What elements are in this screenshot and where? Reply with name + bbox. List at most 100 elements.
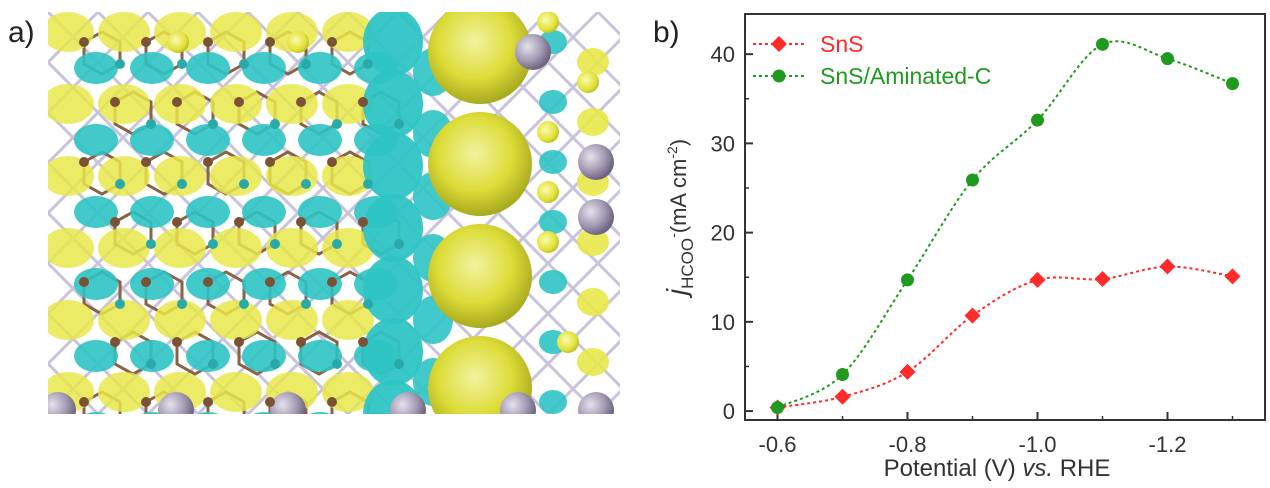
charge-lobe-yellow — [98, 12, 150, 52]
charge-lobe-cyan — [363, 12, 423, 76]
sulfur-atom — [557, 331, 579, 353]
carbon-atom — [234, 97, 244, 107]
tin-atom — [578, 144, 614, 180]
carbon-atom — [265, 397, 275, 407]
panel-b-label: b) — [653, 16, 680, 49]
carbon-atom — [327, 397, 337, 407]
nitrogen-atom — [146, 359, 156, 369]
carbon-atom — [172, 217, 182, 227]
charge-lobe-yellow — [48, 84, 94, 124]
panel-a-label: a) — [8, 16, 35, 49]
nitrogen-atom — [363, 299, 373, 309]
carbon-atom — [79, 37, 89, 47]
legend-item: SnS — [753, 31, 863, 57]
lattice-line — [48, 210, 250, 414]
nitrogen-atom — [301, 299, 311, 309]
carbon-atom — [203, 157, 213, 167]
x-tick-label: -0.8 — [889, 432, 927, 457]
tin-atom — [48, 392, 76, 414]
carbon-atom — [296, 97, 306, 107]
nitrogen-atom — [332, 239, 342, 249]
carbon-atom — [110, 337, 120, 347]
charge-lobe-cyan — [242, 52, 286, 84]
charge-lobe-cyan — [298, 196, 342, 228]
charge-lobe-cyan — [363, 194, 423, 262]
charge-lobe-yellow — [266, 300, 318, 340]
charge-lobe-cyan — [365, 412, 387, 414]
carbon-atom — [203, 37, 213, 47]
carbon-atom — [79, 397, 89, 407]
nitrogen-atom — [177, 299, 187, 309]
charge-lobe-cyan — [197, 412, 219, 414]
charge-lobe-cyan — [539, 390, 567, 414]
charge-lobe-cyan — [253, 412, 275, 414]
charge-lobe-cyan — [74, 196, 118, 228]
charge-lobe-yellow — [322, 84, 374, 124]
charge-lobe-cyan — [363, 318, 423, 386]
charge-lobe-cyan — [130, 340, 174, 372]
nitrogen-atom — [301, 179, 311, 189]
charge-lobe-cyan — [242, 268, 286, 300]
charge-lobe-cyan — [74, 52, 118, 84]
data-point — [834, 388, 851, 405]
sulfur-atom — [577, 71, 599, 93]
charge-lobe-yellow — [322, 228, 374, 268]
charge-lobe-yellow — [154, 228, 206, 268]
nitrogen-atom — [301, 419, 311, 429]
carbon-atom — [110, 97, 120, 107]
charge-lobe-cyan — [186, 196, 230, 228]
nitrogen-atom — [239, 59, 249, 69]
lattice-line — [48, 12, 200, 165]
atoms — [48, 12, 614, 429]
nitrogen-atom — [239, 419, 249, 429]
data-point — [836, 367, 849, 381]
legend-marker — [772, 69, 786, 83]
carbon-atom — [327, 277, 337, 287]
nitrogen-atom — [115, 299, 125, 309]
charge-lobe-cyan — [186, 52, 230, 84]
carbon-atom — [141, 157, 151, 167]
charge-lobe-yellow-large — [428, 224, 532, 328]
nitrogen-atom — [332, 119, 342, 129]
lattice-line — [48, 261, 200, 414]
lattice-line — [546, 12, 620, 87]
carbon-atom — [234, 217, 244, 227]
charge-lobe-yellow — [266, 228, 318, 268]
sulfur-atom — [287, 31, 309, 53]
lattice-line — [546, 339, 620, 414]
charge-lobe-yellow — [577, 228, 609, 256]
charge-lobe-cyan — [242, 196, 286, 228]
charge-lobe-yellow — [577, 348, 609, 376]
charge-lobe-cyan — [130, 52, 174, 84]
series-line — [777, 265, 1233, 409]
tin-atom — [500, 392, 536, 414]
carbon-atom — [296, 217, 306, 227]
nitrogen-atom — [177, 419, 187, 429]
charge-density-structure-image — [48, 12, 620, 429]
x-tick-label: -1.0 — [1019, 432, 1057, 457]
charge-lobe-cyan — [141, 412, 163, 414]
legend-label: SnS/Aminated-C — [820, 63, 991, 89]
charge-lobe-yellow — [210, 300, 262, 340]
charge-lobe-yellow — [98, 228, 150, 268]
series-line — [777, 40, 1233, 409]
charge-lobe-cyan — [74, 124, 118, 156]
charge-lobe-yellow — [98, 300, 150, 340]
carbon-atom — [265, 277, 275, 287]
carbon-atom — [296, 337, 306, 347]
y-tick-label: 0 — [723, 399, 735, 424]
x-tick-label: -1.2 — [1149, 432, 1187, 457]
nitrogen-atom — [115, 419, 125, 429]
nitrogen-atom — [394, 359, 404, 369]
y-axis-label: jHCOO-(mA cm-2) — [661, 139, 697, 299]
nitrogen-atom — [332, 359, 342, 369]
carbon-atom — [327, 157, 337, 167]
carbon-atom — [172, 337, 182, 347]
sulfur-atom — [537, 121, 559, 143]
charge-lobes — [48, 12, 609, 414]
charge-lobe-cyan — [186, 124, 230, 156]
charge-lobe-yellow — [266, 84, 318, 124]
charge-lobe-cyan — [242, 340, 286, 372]
data-point — [1161, 52, 1174, 66]
carbon-atom — [358, 337, 368, 347]
